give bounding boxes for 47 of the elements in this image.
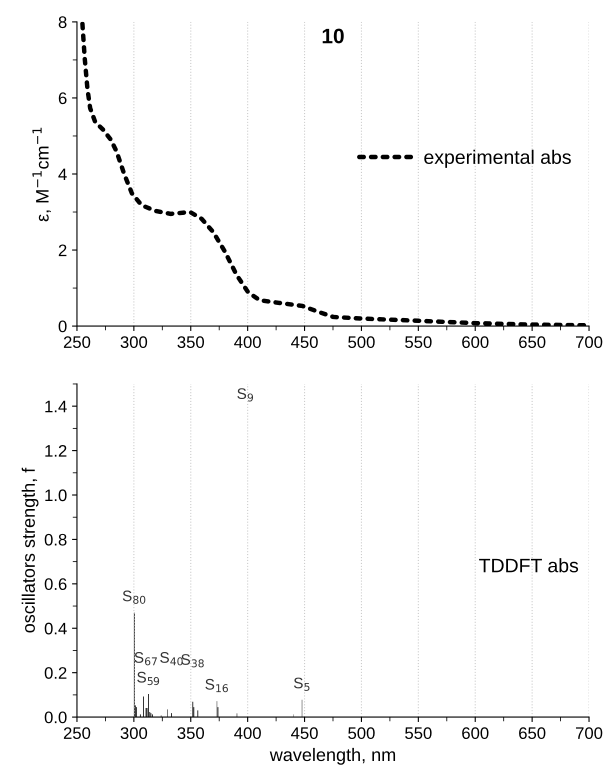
x-tick-label: 550	[405, 727, 432, 740]
y-tick-label: 0.0	[44, 711, 67, 724]
annotation: S$_{9}$	[237, 388, 254, 402]
y-tick-label: 0	[58, 320, 67, 332]
x-tick-label: 500	[348, 727, 375, 740]
x-tick-label: 550	[405, 336, 432, 348]
annotation: S$_{38}$	[181, 654, 204, 668]
x-tick-label: 500	[348, 336, 375, 348]
y-tick-label: 1.2	[45, 444, 66, 457]
x-tick-label: 700	[576, 727, 602, 740]
y-tick-label: 1.0	[45, 489, 67, 502]
x-tick-label: 650	[519, 727, 546, 740]
annotation: TDDFT abs	[479, 558, 578, 572]
y-tick-label: 0.4	[44, 622, 67, 634]
annotation: S$_{67}$	[134, 652, 157, 666]
annotation: S$_{40}$	[160, 652, 183, 666]
legend-label: experimental abs	[424, 150, 571, 168]
x-tick-label: 250	[64, 727, 90, 740]
x-tick-label: 600	[462, 336, 488, 348]
x-tick-label: 350	[177, 727, 204, 740]
y-tick-label: 6	[58, 92, 67, 104]
y-tick-label: 4	[58, 168, 67, 180]
annotation: S$_{16}$	[205, 678, 228, 692]
annotation: S$_{59}$	[137, 672, 160, 686]
y-tick-label: 0.6	[44, 578, 67, 590]
x-tick-label: 700	[576, 336, 602, 348]
x-tick-label: 450	[291, 727, 318, 740]
x-tick-label: 600	[462, 727, 488, 740]
x-axis-title: wavelength, nm	[270, 748, 396, 765]
y-tick-label: 8	[58, 16, 67, 28]
y-tick-label: 2	[58, 244, 66, 256]
y-tick-label: 1.4	[45, 400, 67, 412]
annotation: S$_{80}$	[122, 590, 146, 604]
x-tick-label: 650	[519, 336, 546, 348]
x-tick-label: 450	[291, 336, 318, 348]
x-tick-label: 300	[120, 336, 148, 348]
y-axis-title: oscillators strength, f	[22, 468, 39, 633]
chart-title: 10	[322, 28, 344, 44]
y-tick-label: 0.8	[44, 534, 67, 546]
y-axis-title: ε, M$^{−1}$cm$^{−1}$	[32, 128, 51, 222]
x-tick-label: 400	[234, 336, 261, 348]
y-tick-label: 0.2	[44, 667, 66, 679]
annotation: S$_{5}$	[294, 678, 310, 691]
x-tick-label: 300	[120, 727, 148, 740]
x-tick-label: 250	[64, 336, 90, 348]
x-tick-label: 350	[177, 336, 204, 348]
x-tick-label: 400	[234, 727, 261, 740]
